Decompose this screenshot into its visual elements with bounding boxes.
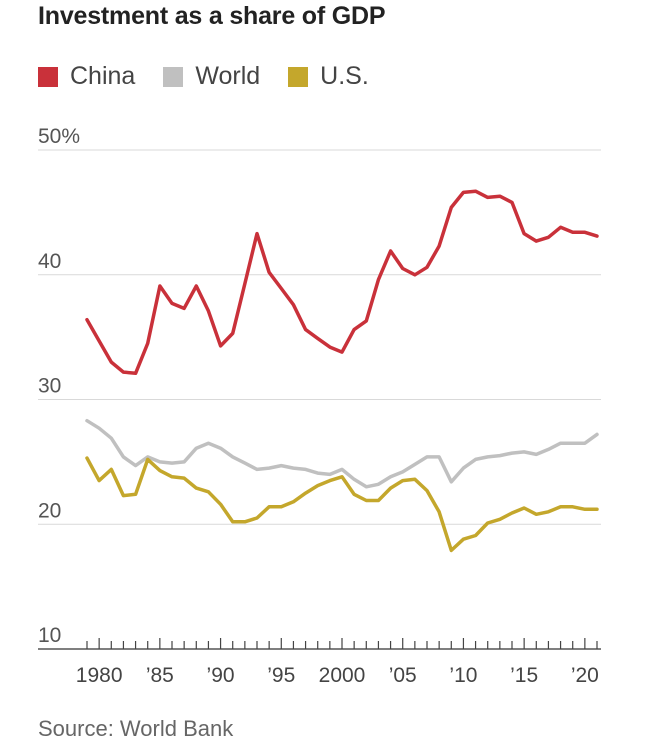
legend-item-world: World [163,62,260,91]
source-note: Source: World Bank [38,716,234,741]
legend-swatch-us [288,66,309,87]
y-tick-label-20: 20 [38,499,61,522]
legend-item-us: U.S. [288,62,369,91]
y-tick-label-10: 10 [38,624,61,647]
legend-swatch-world [163,66,184,87]
y-tick-label-30: 30 [38,375,61,398]
legend-label-us: U.S. [320,62,369,90]
legend-swatch-china [38,66,58,87]
series-line-china [85,189,599,376]
y-tick-label-50: 50% [38,125,80,148]
x-tick-label-1985: ’85 [146,664,174,687]
legend-item-china: China [38,62,135,91]
y-tick-label-40: 40 [38,250,61,273]
legend-label-china: China [70,62,136,90]
series-line-us [85,456,599,553]
series-line-world [85,418,599,489]
legend-label-world: World [195,62,261,90]
legend: China World U.S. [38,62,397,91]
x-tick-label-1980: 1980 [76,664,123,687]
x-tick-label-2015: ’15 [510,664,538,687]
x-tick-label-1995: ’95 [267,664,295,687]
x-tick-label-2010: ’10 [449,664,477,687]
x-tick-label-2005: ’05 [389,664,417,687]
x-tick-label-2020: ’20 [571,664,599,687]
x-tick-label-2000: 2000 [319,664,366,687]
chart-title: Investment as a share of GDP [38,2,386,30]
x-tick-label-1990: ’90 [207,664,235,687]
